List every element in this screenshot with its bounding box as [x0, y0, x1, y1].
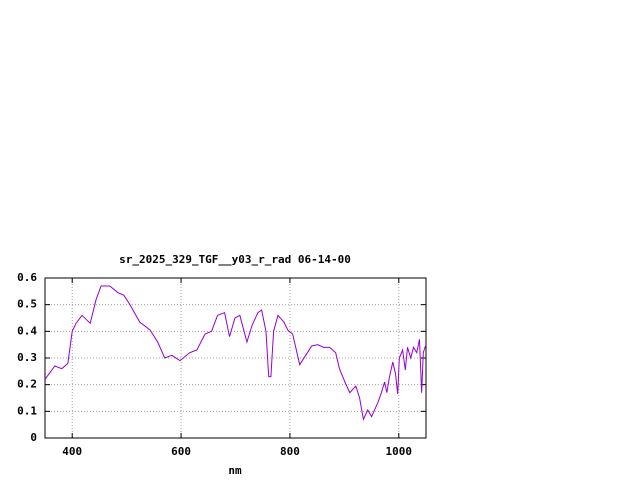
y-tick-label: 0.2: [17, 378, 37, 391]
data-line: [44, 285, 426, 421]
y-tick-label: 0.1: [17, 404, 37, 417]
y-tick-label: 0.5: [17, 298, 37, 311]
y-tick-label: 0.3: [17, 351, 37, 364]
plot-border: [44, 277, 427, 439]
x-tick-label: 400: [62, 445, 82, 458]
x-tick-label: 600: [171, 445, 191, 458]
x-tick-label: 800: [280, 445, 300, 458]
y-tick-label: 0: [30, 431, 37, 444]
chart-title: sr_2025_329_TGF__y03_r_rad 06-14-00: [119, 253, 351, 266]
x-axis-label: nm: [228, 464, 242, 477]
y-tick-label: 0.4: [17, 324, 37, 337]
y-tick-label: 0.6: [17, 271, 37, 284]
x-tick-label: 1000: [386, 445, 413, 458]
